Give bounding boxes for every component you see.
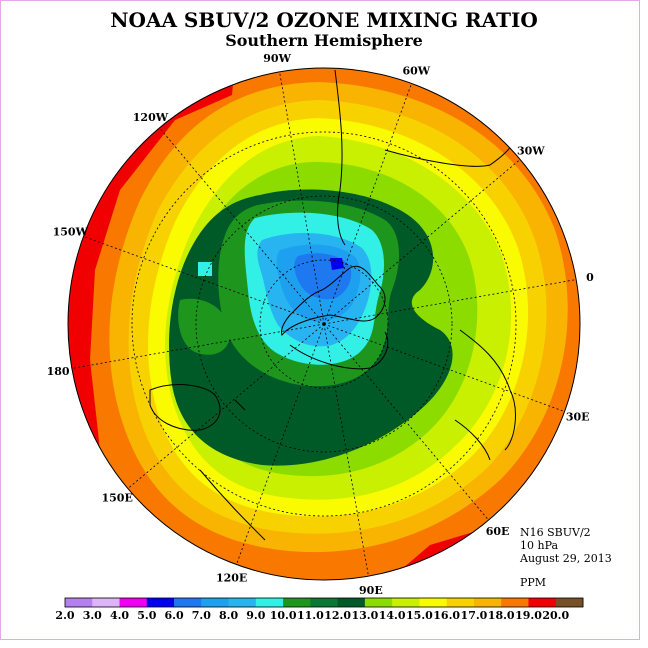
units-label: PPM: [520, 576, 547, 589]
meridian-line: [279, 71, 325, 325]
colorbar-swatch: [255, 598, 284, 607]
longitude-label: 150E: [101, 492, 132, 505]
meridian-line: [323, 323, 565, 412]
colorbar-tick-label: 11.0: [297, 609, 324, 622]
contour-field: [68, 68, 580, 580]
band-10-pocket: [178, 298, 231, 355]
colorbar-swatch: [310, 598, 339, 607]
colorbar-tick-label: 12.0: [324, 609, 351, 622]
colorbar-swatch: [92, 598, 121, 607]
meridian-line: [71, 323, 325, 369]
colorbar-tick-label: 3.0: [83, 609, 102, 622]
colorbar-swatch: [201, 598, 230, 607]
colorbar-tick-label: 15.0: [406, 609, 433, 622]
meridian-line: [323, 159, 521, 325]
meridian-line: [159, 127, 325, 325]
longitude-label: 90E: [359, 584, 383, 597]
colorbar-swatch: [119, 598, 148, 607]
colorbar-tick-label: 4.0: [110, 609, 129, 622]
colorbar-tick-label: 16.0: [433, 609, 460, 622]
colorbar-swatch: [174, 598, 202, 607]
longitude-label: 120W: [133, 111, 169, 124]
band-9-islet: [198, 262, 212, 276]
date-label: August 29, 2013: [520, 552, 612, 565]
colorbar-swatch: [364, 598, 393, 607]
longitude-labels: 90W 60W 30W 0 30E 60E 90E 120E 150E 180 150W 120W: [47, 52, 594, 597]
colorbar-swatch: [283, 598, 311, 607]
meridian-line: [323, 323, 369, 577]
colorbar: 2.0 3.0 4.0 5.0 6.0 7.0 8.0 9.0 10.0 11.0 12.0 13.0…: [55, 597, 584, 622]
colorbar-tick-label: 2.0: [55, 609, 74, 622]
colorbar-swatch: [473, 598, 502, 607]
colorbar-tick-label: 10.0: [270, 609, 297, 622]
colorbar-tick-label: 9.0: [246, 609, 265, 622]
colorbar-swatch: [337, 598, 366, 607]
latitude-circle: [195, 195, 453, 453]
map-boundary: [67, 67, 581, 581]
colorbar-swatch: [419, 598, 448, 607]
map-title: NOAA SBUV/2 OZONE MIXING RATIO: [110, 8, 538, 32]
longitude-label: 120E: [216, 572, 247, 585]
longitude-label: 30W: [517, 144, 545, 157]
colorbar-tick-label: 19.0: [515, 609, 542, 622]
colorbar-swatch: [65, 598, 93, 607]
satellite-label: N16 SBUV/2: [520, 526, 591, 539]
colorbar-tick-label: 5.0: [137, 609, 156, 622]
colorbar-swatch: [555, 598, 584, 607]
meridian-line: [323, 323, 489, 521]
colorbar-swatch: [392, 598, 420, 607]
longitude-label: 30E: [566, 410, 590, 423]
map-subtitle: Southern Hemisphere: [225, 31, 423, 50]
graticule: [71, 71, 577, 577]
latitude-circle: [131, 131, 517, 517]
figure-frame: [0, 0, 640, 640]
colorbar-tick-label: 7.0: [192, 609, 211, 622]
longitude-label: 60E: [486, 525, 510, 538]
longitude-label: 180: [47, 365, 70, 378]
meridian-line: [127, 323, 325, 489]
colorbar-swatch: [146, 598, 175, 607]
colorbar-tick-label: 17.0: [461, 609, 488, 622]
longitude-label: 90W: [263, 52, 291, 65]
meridian-line: [323, 279, 577, 325]
colorbar-tick-label: 18.0: [488, 609, 515, 622]
colorbar-tick-label: 14.0: [379, 609, 406, 622]
meridian-line: [236, 323, 325, 565]
longitude-label: 60W: [403, 64, 431, 77]
latitude-circle: [259, 259, 389, 389]
meridian-line: [83, 236, 325, 325]
colorbar-border: [64, 597, 584, 608]
longitude-label: 0: [586, 271, 594, 284]
colorbar-swatch: [446, 598, 475, 607]
colorbar-swatch: [528, 598, 557, 607]
colorbar-tick-label: 20.0: [542, 609, 569, 622]
pressure-level-label: 10 hPa: [520, 539, 559, 552]
colorbar-tick-label: 13.0: [351, 609, 378, 622]
meridian-line: [323, 83, 412, 325]
band-5: [330, 258, 344, 270]
longitude-label: 150W: [53, 226, 89, 239]
colorbar-tick-label: 6.0: [164, 609, 183, 622]
colorbar-tick-label: 8.0: [219, 609, 238, 622]
colorbar-swatch: [228, 598, 257, 607]
colorbar-swatch: [501, 598, 529, 607]
coastlines: [149, 69, 516, 541]
